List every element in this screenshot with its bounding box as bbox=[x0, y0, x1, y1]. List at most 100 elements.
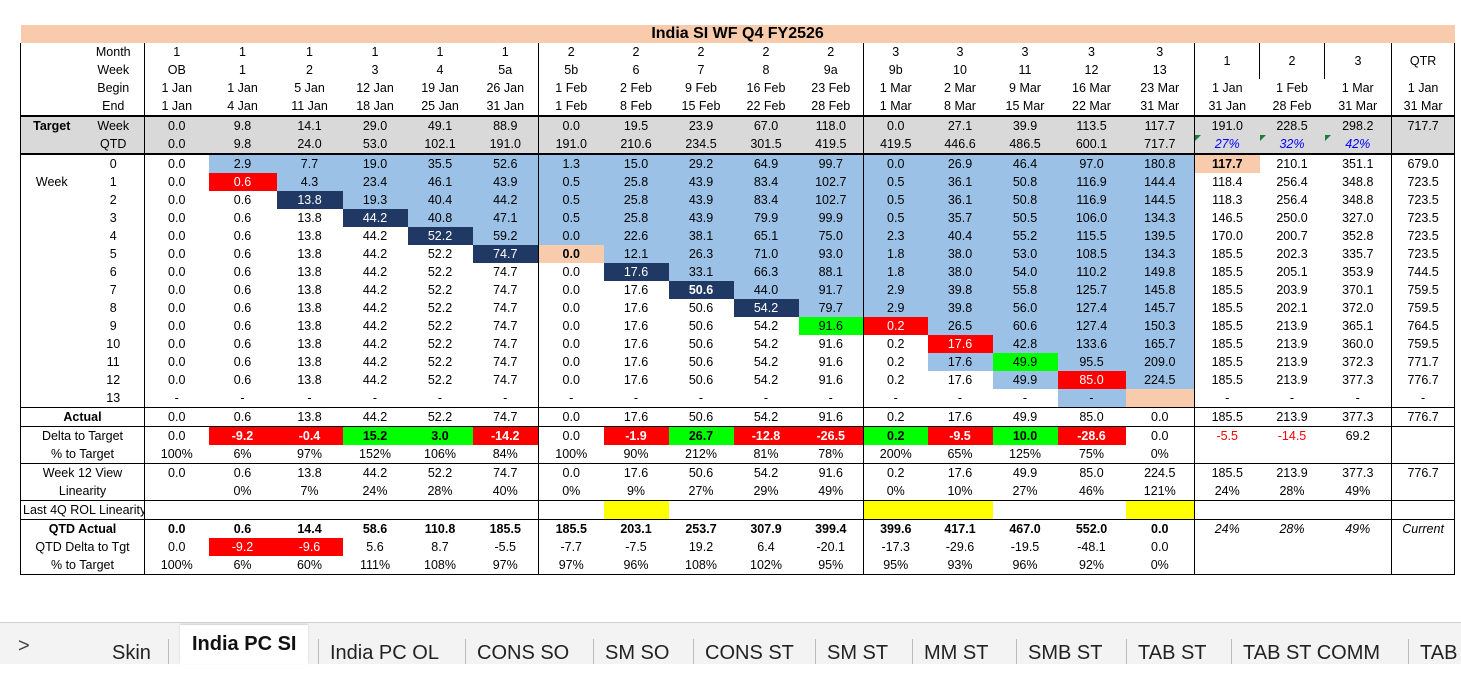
matrix-cell[interactable]: 15.0 bbox=[603, 153, 669, 173]
matrix-cell[interactable]: 26.9 bbox=[927, 153, 993, 173]
matrix-cell[interactable]: 59.2 bbox=[472, 227, 539, 245]
week12-cell[interactable]: 44.2 bbox=[362, 466, 388, 480]
matrix-cell[interactable]: 0.2 bbox=[863, 317, 928, 335]
sheet-title[interactable]: India SI WF Q4 FY2526 bbox=[20, 25, 1455, 43]
matrix-cell[interactable]: 144.4 bbox=[1125, 173, 1195, 191]
matrix-label-blank[interactable] bbox=[20, 335, 83, 353]
header-month-9a[interactable]: 2 bbox=[827, 45, 835, 59]
matrix-cell[interactable]: 29.2 bbox=[668, 153, 734, 173]
qtd_delta-label[interactable]: QTD Delta to Tgt bbox=[20, 538, 145, 556]
actual-cell[interactable]: 0.0 bbox=[1125, 407, 1195, 427]
matrix-summary-cell[interactable]: 360.0 bbox=[1324, 335, 1392, 353]
week12-cell[interactable]: 17.6 bbox=[947, 466, 973, 480]
matrix-cell[interactable]: 0.5 bbox=[863, 173, 928, 191]
matrix-cell[interactable]: 0.0 bbox=[144, 173, 209, 191]
actual-cell[interactable]: 0.0 bbox=[538, 407, 604, 427]
qtd_actual-summary[interactable]: 49% bbox=[1324, 519, 1392, 538]
matrix-summary-cell[interactable]: 348.8 bbox=[1324, 191, 1392, 209]
matrix-cell[interactable]: 52.2 bbox=[427, 247, 453, 261]
matrix-cell[interactable]: 50.6 bbox=[688, 337, 714, 351]
header-begin-OB[interactable]: 1 Jan bbox=[144, 79, 209, 97]
summary-header-3[interactable]: QTR bbox=[1391, 43, 1456, 79]
matrix-summary-cell[interactable]: 723.5 bbox=[1391, 191, 1456, 209]
matrix-week-number[interactable]: 7 bbox=[109, 283, 117, 297]
matrix-cell[interactable]: 74.7 bbox=[472, 245, 539, 263]
matrix-cell[interactable]: 44.2 bbox=[362, 337, 388, 351]
matrix-summary-cell[interactable]: 723.5 bbox=[1391, 209, 1456, 227]
header-begin-13[interactable]: 23 Mar bbox=[1125, 79, 1195, 97]
target-week-cell[interactable]: 23.9 bbox=[668, 115, 734, 135]
header-end-5b[interactable]: 1 Feb bbox=[538, 97, 604, 116]
qtd_delta-cell[interactable]: 0.0 bbox=[144, 538, 209, 556]
target-qtd-cell[interactable]: 191.0 bbox=[538, 135, 604, 155]
qtd_delta-cell[interactable]: -19.5 bbox=[1010, 540, 1040, 554]
qtd_actual-summary[interactable]: 24% bbox=[1194, 519, 1260, 538]
matrix-cell[interactable]: 0.0 bbox=[144, 263, 209, 281]
matrix-cell[interactable]: 52.2 bbox=[427, 265, 453, 279]
rol-cell[interactable] bbox=[472, 500, 539, 520]
matrix-cell[interactable]: 49.9 bbox=[992, 353, 1058, 371]
target-qtd-cell[interactable]: 191.0 bbox=[472, 135, 539, 155]
matrix-summary-cell[interactable]: 256.4 bbox=[1276, 193, 1308, 207]
matrix-summary-cell[interactable]: 213.9 bbox=[1276, 319, 1308, 333]
matrix-cell[interactable]: 52.2 bbox=[427, 355, 453, 369]
matrix-cell[interactable]: 0.0 bbox=[538, 371, 604, 389]
matrix-cell[interactable]: 52.2 bbox=[427, 301, 453, 315]
matrix-summary-cell[interactable]: 250.0 bbox=[1276, 211, 1308, 225]
matrix-cell[interactable]: 0.6 bbox=[233, 337, 252, 351]
qtd_pct-cell[interactable]: 96% bbox=[992, 556, 1058, 575]
matrix-cell[interactable]: 0.5 bbox=[538, 209, 604, 227]
matrix-label-blank[interactable] bbox=[20, 371, 83, 389]
header-begin-11[interactable]: 9 Mar bbox=[1009, 81, 1041, 95]
sheet-tab-tab-st-comm[interactable]: TAB ST COMM bbox=[1243, 642, 1381, 664]
matrix-summary-cell[interactable]: 185.5 bbox=[1194, 371, 1260, 389]
header-end-12[interactable]: 22 Mar bbox=[1072, 99, 1111, 113]
rol-cell[interactable] bbox=[603, 500, 669, 520]
delta-cell[interactable]: -26.5 bbox=[798, 426, 864, 445]
header-begin-12[interactable]: 16 Mar bbox=[1072, 81, 1111, 95]
target-qtd-cell[interactable]: 419.5 bbox=[863, 135, 928, 155]
matrix-cell[interactable]: 0.5 bbox=[863, 191, 928, 209]
matrix-summary-cell[interactable]: 365.1 bbox=[1324, 317, 1392, 335]
summary-end-1[interactable]: 28 Feb bbox=[1272, 99, 1312, 113]
delta-cell[interactable]: 26.7 bbox=[668, 426, 734, 445]
matrix-cell[interactable]: 0.0 bbox=[144, 153, 209, 173]
actual-summary[interactable]: 776.7 bbox=[1391, 407, 1456, 427]
target-week-cell[interactable]: 88.9 bbox=[472, 115, 539, 135]
matrix-week-number[interactable]: 1 bbox=[109, 175, 117, 189]
sheet-tab-sm-so[interactable]: SM SO bbox=[605, 642, 670, 664]
linearity-cell[interactable]: 27% bbox=[992, 482, 1058, 501]
matrix-cell[interactable]: 13.8 bbox=[297, 337, 322, 351]
matrix-summary-cell[interactable]: 205.1 bbox=[1276, 265, 1308, 279]
header-week-5b[interactable]: 5b bbox=[538, 61, 604, 79]
target-sub-week[interactable]: Week bbox=[82, 115, 145, 135]
week12-cell[interactable]: 0.0 bbox=[144, 463, 209, 482]
sheet-tab-mm-st[interactable]: MM ST bbox=[924, 642, 989, 664]
matrix-cell[interactable]: 65.1 bbox=[733, 227, 799, 245]
qtd_delta-cell[interactable]: 6.4 bbox=[757, 540, 775, 554]
qtd_delta-summary[interactable] bbox=[1324, 538, 1392, 556]
matrix-cell[interactable]: 134.3 bbox=[1125, 245, 1195, 263]
header-week-10[interactable]: 10 bbox=[953, 63, 967, 77]
matrix-cell[interactable]: 7.7 bbox=[276, 153, 343, 173]
matrix-summary-cell[interactable]: 256.4 bbox=[1276, 175, 1308, 189]
summary-header-2[interactable]: 3 bbox=[1324, 43, 1392, 79]
target-week-cell[interactable]: 39.9 bbox=[992, 115, 1058, 135]
qtd_actual-cell[interactable]: 467.0 bbox=[1009, 522, 1041, 536]
matrix-cell[interactable]: 0.2 bbox=[863, 335, 928, 353]
matrix-summary-cell[interactable]: 764.5 bbox=[1391, 317, 1456, 335]
linearity-cell[interactable]: 10% bbox=[927, 482, 993, 501]
matrix-summary-cell[interactable]: 759.5 bbox=[1391, 335, 1456, 353]
matrix-summary-cell[interactable]: 744.5 bbox=[1391, 263, 1456, 281]
header-month-13[interactable]: 3 bbox=[1125, 43, 1195, 61]
matrix-week-number[interactable]: 12 bbox=[106, 373, 121, 387]
matrix-cell[interactable]: 13.8 bbox=[297, 247, 322, 261]
matrix-cell[interactable]: 60.6 bbox=[992, 317, 1058, 335]
matrix-cell[interactable]: 0.0 bbox=[144, 371, 209, 389]
matrix-cell[interactable]: - bbox=[1022, 391, 1028, 405]
delta-cell[interactable]: 0.0 bbox=[144, 426, 209, 445]
matrix-summary-cell[interactable]: - bbox=[1324, 389, 1392, 408]
delta-cell[interactable]: 3.0 bbox=[407, 426, 473, 445]
qtd_pct-cell[interactable]: 111% bbox=[342, 556, 408, 575]
delta-cell[interactable]: 0.0 bbox=[1125, 426, 1195, 445]
